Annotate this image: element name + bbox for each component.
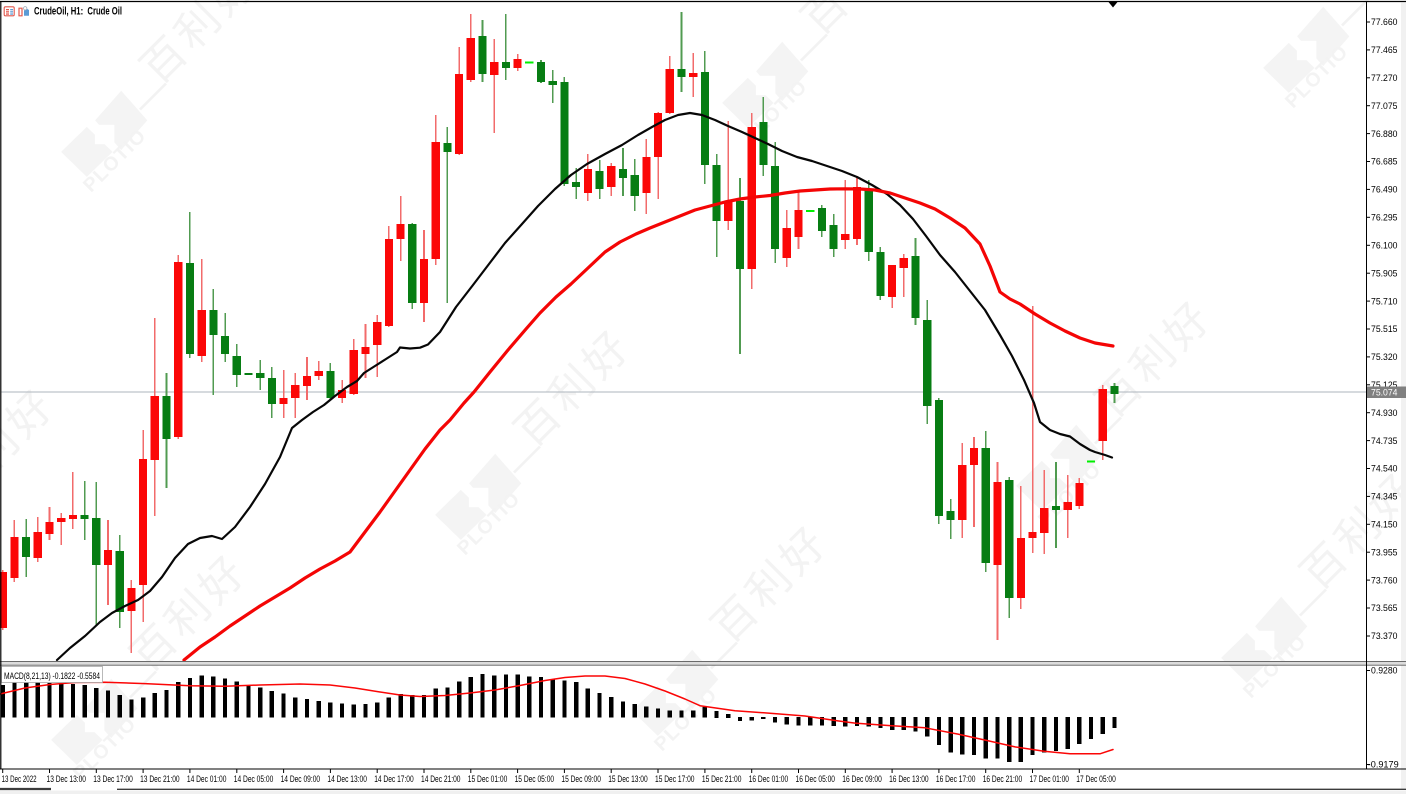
- svg-text:13 Dec 13:00: 13 Dec 13:00: [47, 774, 87, 784]
- svg-text:15 Dec 01:00: 15 Dec 01:00: [468, 774, 508, 784]
- svg-text:76.490: 76.490: [1371, 185, 1398, 195]
- svg-text:16 Dec 17:00: 16 Dec 17:00: [936, 774, 976, 784]
- svg-text:76.880: 76.880: [1371, 129, 1398, 139]
- svg-text:75.125: 75.125: [1371, 380, 1398, 390]
- svg-text:76.685: 76.685: [1371, 157, 1398, 167]
- svg-text:15 Dec 21:00: 15 Dec 21:00: [702, 774, 742, 784]
- svg-text:73.370: 73.370: [1371, 631, 1398, 641]
- svg-text:17 Dec 01:00: 17 Dec 01:00: [1030, 774, 1070, 784]
- svg-text:百利好: 百利好: [1334, 0, 1406, 9]
- svg-text:17 Dec 05:00: 17 Dec 05:00: [1076, 774, 1116, 784]
- svg-text:14 Dec 09:00: 14 Dec 09:00: [281, 774, 321, 784]
- svg-text:74.735: 74.735: [1371, 436, 1398, 446]
- svg-text:73.760: 73.760: [1371, 575, 1398, 585]
- svg-text:74.540: 74.540: [1371, 464, 1398, 474]
- svg-text:75.320: 75.320: [1371, 352, 1398, 362]
- svg-text:76.100: 76.100: [1371, 241, 1398, 251]
- svg-text:74.345: 74.345: [1371, 492, 1398, 502]
- svg-text:14 Dec 01:00: 14 Dec 01:00: [187, 774, 227, 784]
- svg-text:14 Dec 17:00: 14 Dec 17:00: [374, 774, 414, 784]
- svg-text:15 Dec 17:00: 15 Dec 17:00: [655, 774, 695, 784]
- svg-text:73.955: 73.955: [1371, 547, 1398, 557]
- svg-text:16 Dec 05:00: 16 Dec 05:00: [796, 774, 836, 784]
- svg-text:16 Dec 21:00: 16 Dec 21:00: [983, 774, 1023, 784]
- svg-text:75.710: 75.710: [1371, 296, 1398, 306]
- svg-text:15 Dec 09:00: 15 Dec 09:00: [561, 774, 601, 784]
- svg-text:75.905: 75.905: [1371, 268, 1398, 278]
- svg-text:77.465: 77.465: [1371, 45, 1398, 55]
- svg-text:16 Dec 09:00: 16 Dec 09:00: [842, 774, 882, 784]
- svg-text:74.930: 74.930: [1371, 408, 1398, 418]
- svg-text:15 Dec 05:00: 15 Dec 05:00: [515, 774, 555, 784]
- svg-text:75.074: 75.074: [1371, 388, 1398, 398]
- svg-text:15 Dec 13:00: 15 Dec 13:00: [608, 774, 648, 784]
- svg-text:0.9280: 0.9280: [1371, 666, 1398, 676]
- svg-text:13 Dec 17:00: 13 Dec 17:00: [93, 774, 133, 784]
- svg-text:16 Dec 13:00: 16 Dec 13:00: [889, 774, 929, 784]
- svg-text:73.565: 73.565: [1371, 603, 1398, 613]
- svg-text:74.150: 74.150: [1371, 520, 1398, 530]
- svg-text:76.295: 76.295: [1371, 213, 1398, 223]
- svg-text:CrudeOil, H1: Crude Oil: CrudeOil, H1: Crude Oil: [34, 6, 122, 18]
- svg-text:13 Dec 21:00: 13 Dec 21:00: [140, 774, 180, 784]
- svg-text:77.270: 77.270: [1371, 73, 1398, 83]
- svg-text:14 Dec 05:00: 14 Dec 05:00: [234, 774, 273, 784]
- svg-text:77.660: 77.660: [1371, 17, 1398, 27]
- svg-text:14 Dec 13:00: 14 Dec 13:00: [327, 774, 367, 784]
- svg-text:75.515: 75.515: [1371, 324, 1398, 334]
- svg-text:16 Dec 01:00: 16 Dec 01:00: [749, 774, 789, 784]
- svg-text:77.075: 77.075: [1371, 101, 1398, 111]
- svg-text:14 Dec 21:00: 14 Dec 21:00: [421, 774, 461, 784]
- svg-text:MACD(8,21,13) -0.1822 -0.5584: MACD(8,21,13) -0.1822 -0.5584: [4, 671, 100, 681]
- svg-text:-0.9179: -0.9179: [1368, 760, 1399, 770]
- svg-text:13 Dec 2022: 13 Dec 2022: [2, 774, 37, 784]
